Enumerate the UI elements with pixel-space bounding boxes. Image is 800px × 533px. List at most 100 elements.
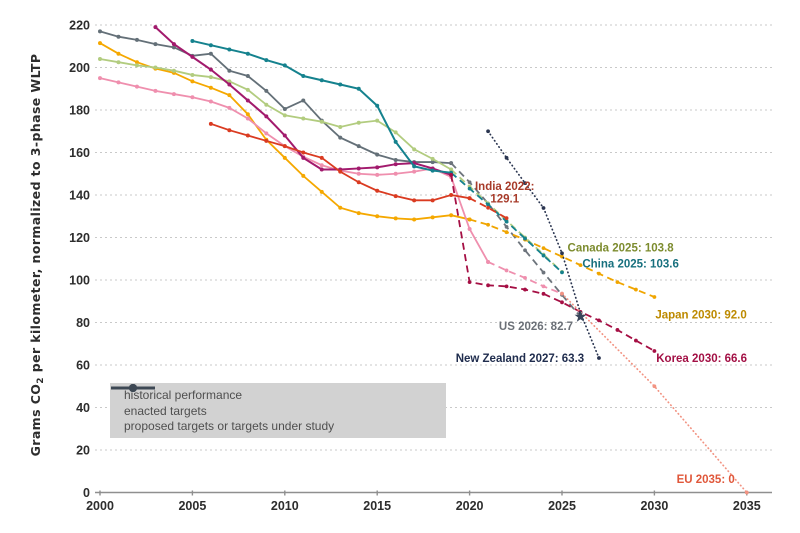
data-point [245, 116, 250, 121]
data-point [652, 295, 657, 299]
series-us-historical [98, 29, 454, 166]
series-japan-historical [98, 41, 472, 222]
data-point [560, 251, 564, 256]
series-eu-proposed [560, 291, 749, 495]
data-point [264, 138, 269, 143]
data-point [375, 214, 380, 219]
data-point [319, 167, 324, 172]
series-canada-historical [98, 57, 454, 172]
data-point [356, 180, 361, 185]
legend-line-dotted-icon [111, 384, 155, 392]
data-point [208, 43, 213, 48]
data-point [264, 88, 269, 93]
data-point [430, 198, 435, 203]
data-point [227, 128, 232, 133]
data-point [412, 169, 417, 174]
data-point [560, 300, 564, 305]
x-tick-label: 2015 [363, 499, 391, 513]
y-tick-label: 180 [69, 104, 90, 118]
data-point [134, 84, 139, 89]
data-point [523, 287, 527, 292]
data-point [523, 236, 527, 241]
series-india-historical [208, 121, 472, 203]
data-point [356, 171, 361, 176]
data-point [171, 68, 176, 73]
data-point [190, 38, 195, 43]
data-point [375, 165, 380, 170]
data-point [301, 155, 306, 160]
data-point [412, 164, 417, 169]
y-tick-label: 120 [69, 231, 90, 245]
data-point [578, 263, 583, 268]
data-point [153, 65, 158, 70]
legend-item-enacted: enacted targets [111, 384, 436, 418]
data-point [615, 328, 620, 332]
legend-label-proposed: proposed targets or targets under study [124, 419, 335, 433]
data-point [153, 88, 158, 93]
data-point [245, 74, 250, 78]
data-point [245, 87, 250, 92]
annotation-korea: Korea 2030: 66.6 [656, 353, 747, 365]
data-point [301, 173, 306, 178]
x-tick-label: 2005 [178, 499, 206, 513]
data-point [116, 80, 121, 85]
legend-item-proposed: proposed targets or targets under study [111, 384, 436, 433]
data-point [282, 133, 287, 138]
data-point [449, 172, 454, 177]
data-point [430, 215, 435, 220]
data-point [319, 155, 324, 160]
data-point [98, 29, 102, 34]
data-point [504, 230, 509, 235]
data-point [449, 193, 454, 197]
data-point [486, 205, 490, 210]
data-point [356, 166, 361, 171]
data-point [541, 206, 546, 210]
data-point [375, 188, 380, 193]
annotation-china: China 2025: 103.6 [582, 258, 679, 270]
data-point [393, 139, 398, 144]
data-point [375, 172, 380, 177]
y-tick-label: 20 [76, 444, 90, 458]
data-point [597, 271, 601, 276]
y-tick-label: 60 [76, 359, 90, 373]
data-point [245, 133, 250, 138]
x-tick-label: 2000 [86, 499, 114, 513]
data-point [486, 260, 490, 264]
data-point [116, 51, 121, 56]
data-point [282, 106, 287, 111]
annotation-new-zealand: New Zealand 2027: 63.3 [456, 353, 584, 365]
data-point [208, 67, 213, 72]
y-axis-title: Grams CO2 per kilometer, normalized to 3… [28, 54, 46, 457]
data-point [264, 58, 269, 63]
data-point [190, 95, 195, 100]
data-point [393, 194, 398, 199]
data-point [190, 72, 195, 77]
data-point [430, 156, 435, 161]
y-tick-label: 140 [69, 189, 90, 203]
data-point [634, 338, 638, 343]
y-tick-label: 100 [69, 274, 90, 288]
data-point [467, 180, 472, 185]
data-point [467, 280, 472, 285]
series-china-historical [190, 38, 454, 175]
data-point [98, 57, 102, 61]
data-point [412, 217, 417, 222]
data-point [227, 105, 232, 110]
data-point [744, 490, 749, 495]
data-point [245, 98, 250, 103]
data-point [560, 270, 564, 275]
data-point [486, 129, 490, 134]
data-point [375, 103, 380, 108]
data-point [412, 198, 417, 203]
data-point [356, 211, 361, 216]
data-point [282, 63, 287, 68]
data-point [467, 186, 472, 191]
data-point [597, 356, 601, 360]
data-point [338, 169, 343, 174]
data-point [264, 114, 269, 119]
data-point [523, 181, 527, 186]
data-point [652, 384, 657, 389]
data-point [430, 168, 435, 173]
data-point [338, 205, 343, 210]
data-point [541, 246, 546, 251]
